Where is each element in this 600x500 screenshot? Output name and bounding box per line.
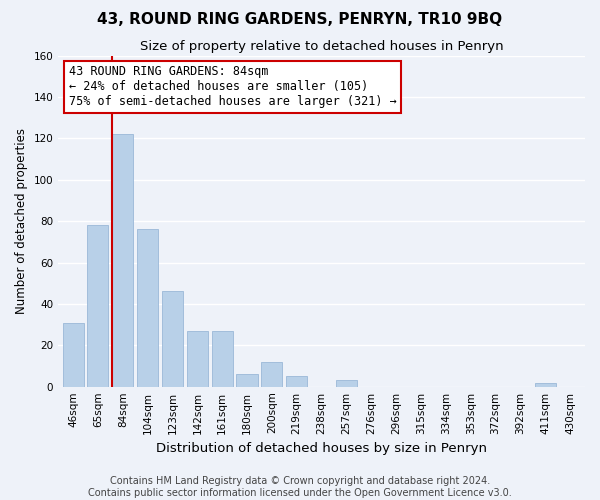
Bar xyxy=(112,134,133,386)
Bar xyxy=(212,331,233,386)
Bar xyxy=(187,331,208,386)
Y-axis label: Number of detached properties: Number of detached properties xyxy=(15,128,28,314)
Text: 43 ROUND RING GARDENS: 84sqm
← 24% of detached houses are smaller (105)
75% of s: 43 ROUND RING GARDENS: 84sqm ← 24% of de… xyxy=(69,66,397,108)
Bar xyxy=(535,382,556,386)
Text: 43, ROUND RING GARDENS, PENRYN, TR10 9BQ: 43, ROUND RING GARDENS, PENRYN, TR10 9BQ xyxy=(97,12,503,28)
Bar xyxy=(262,362,283,386)
X-axis label: Distribution of detached houses by size in Penryn: Distribution of detached houses by size … xyxy=(156,442,487,455)
Bar xyxy=(137,230,158,386)
Title: Size of property relative to detached houses in Penryn: Size of property relative to detached ho… xyxy=(140,40,503,53)
Bar xyxy=(62,322,83,386)
Bar xyxy=(88,226,109,386)
Bar xyxy=(236,374,257,386)
Text: Contains HM Land Registry data © Crown copyright and database right 2024.
Contai: Contains HM Land Registry data © Crown c… xyxy=(88,476,512,498)
Bar xyxy=(162,292,183,386)
Bar xyxy=(286,376,307,386)
Bar xyxy=(336,380,357,386)
